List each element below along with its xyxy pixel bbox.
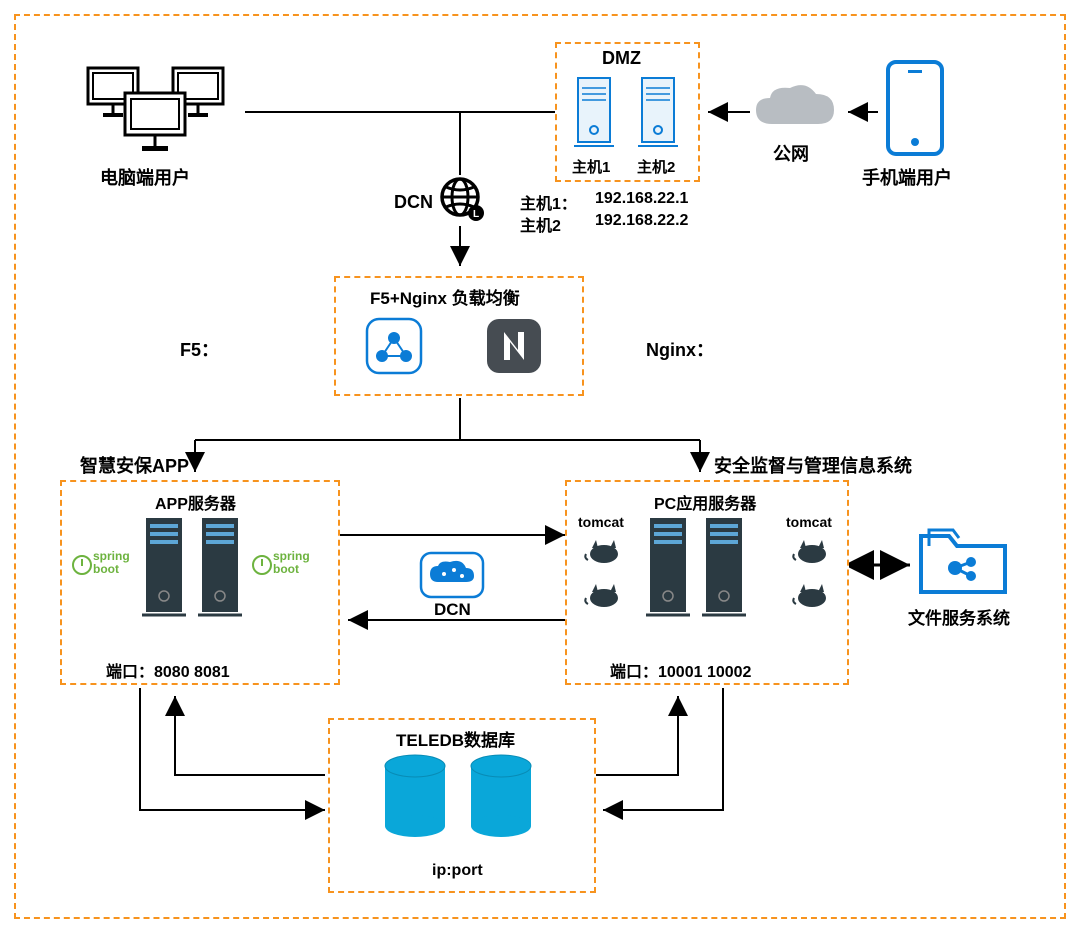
globe-icon: L — [438, 175, 486, 223]
pc-server-title: PC应用服务器 — [654, 490, 756, 514]
app-server-title: APP服务器 — [155, 490, 236, 514]
springboot-right-icon — [252, 555, 272, 575]
tomcat-icon-4 — [790, 580, 830, 610]
host1-ip: 192.168.22.1 — [595, 190, 688, 208]
spring-left: springboot — [93, 550, 130, 576]
app-server-2-icon — [196, 512, 244, 622]
pc-cluster-icon — [78, 58, 238, 158]
db-title: TELEDB数据库 — [396, 726, 515, 751]
mobile-users-label: 手机端用户 — [862, 164, 952, 190]
host2-ip: 192.168.22.2 — [595, 212, 688, 230]
db-ipport: ip:port — [432, 862, 483, 880]
tomcat-icon-2 — [582, 580, 622, 610]
pc-server-2-icon — [700, 512, 748, 622]
host1-label: 主机1 — [572, 156, 610, 177]
nginx-side-label: Nginx： — [646, 336, 714, 362]
db-icon-2 — [466, 752, 536, 842]
pc-group-label: 安全监督与管理信息系统 — [714, 452, 912, 478]
tomcat-icon-1 — [582, 536, 622, 566]
host2-ip-label: 主机2 — [520, 212, 561, 236]
dcn-cloud-icon — [418, 550, 486, 600]
cloud-label: 公网 — [773, 140, 809, 166]
host2-label: 主机2 — [637, 156, 675, 177]
tomcat-tl: tomcat — [578, 514, 624, 530]
file-system-icon — [913, 520, 1013, 600]
springboot-left-icon — [72, 555, 92, 575]
dcn-label: DCN — [394, 192, 433, 213]
pc-server-1-icon — [644, 512, 692, 622]
host1-ip-label: 主机1： — [520, 190, 577, 214]
app-server-1-icon — [140, 512, 188, 622]
dcn2-label: DCN — [434, 600, 471, 620]
dmz-title: DMZ — [602, 48, 641, 69]
tomcat-tr: tomcat — [786, 514, 832, 530]
pc-ports: 端口：10001 10002 — [610, 658, 751, 682]
tomcat-icon-3 — [790, 536, 830, 566]
app-group-label: 智慧安保APP — [80, 452, 189, 478]
f5-icon — [364, 316, 424, 376]
dmz-host2-icon — [636, 74, 680, 152]
cloud-icon — [750, 82, 840, 138]
file-system-label: 文件服务系统 — [908, 604, 1010, 629]
db-icon-1 — [380, 752, 450, 842]
lb-title: F5+Nginx 负载均衡 — [370, 284, 520, 309]
dmz-host1-icon — [572, 74, 616, 152]
nginx-icon — [484, 316, 544, 376]
svg-text:L: L — [473, 209, 479, 220]
spring-right: springboot — [273, 550, 310, 576]
mobile-icon — [880, 58, 950, 162]
f5-side-label: F5： — [180, 336, 219, 362]
app-ports: 端口：8080 8081 — [106, 658, 230, 682]
pc-users-label: 电脑端用户 — [100, 164, 190, 190]
